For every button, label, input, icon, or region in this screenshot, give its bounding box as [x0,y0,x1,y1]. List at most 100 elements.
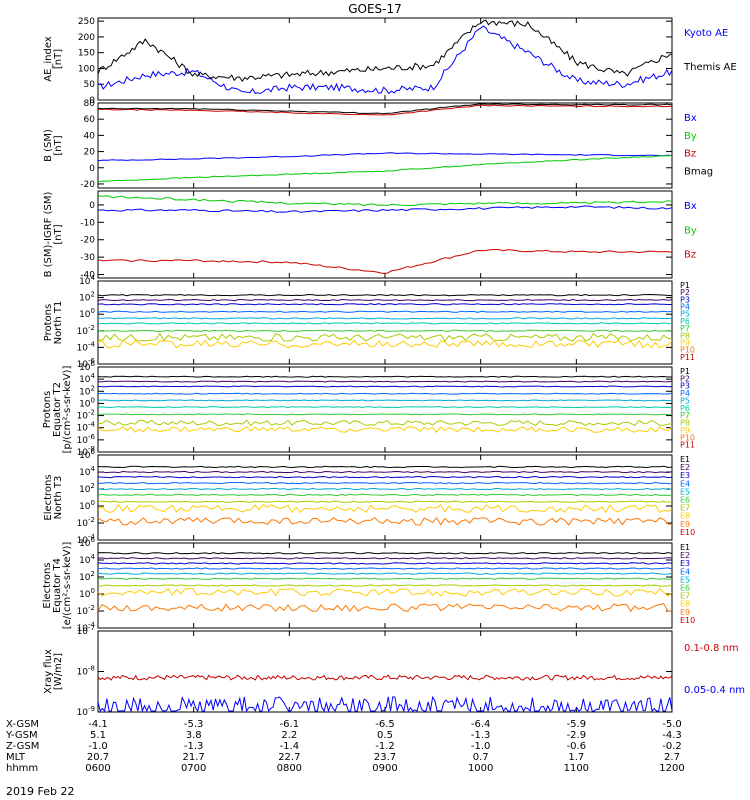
channel-label: P9 [680,338,690,347]
channel-line-e1 [97,465,673,469]
ephemeris-value: -5.0 [662,719,682,730]
channel-label: P3 [680,295,690,304]
channel-line-e3 [97,562,673,565]
ephemeris-value: -0.2 [662,741,682,752]
channel-line-p8 [97,332,673,342]
series-line-themis-ae [97,19,673,82]
y-axis-label: [W/m2] [53,653,64,690]
channel-label: P5 [680,396,690,405]
ephemeris-row-label: Y-GSM [5,730,38,741]
y-tick-label: 100 [79,307,95,320]
ephemeris-value: 2.7 [664,752,680,763]
y-tick-label: 0 [89,201,95,211]
legend-entry: Themis AE [683,62,737,73]
ephemeris-value: -1.0 [471,741,491,752]
y-tick-label: -20 [80,236,95,246]
legend-entry: By [684,225,697,236]
channel-label: E1 [680,543,690,552]
panel-8: Xray flux [W/m2] 10-9 10-8 10-7 0.1-0.8 nm 0.0… [43,624,745,718]
y-tick-label: 50 [84,80,96,90]
ephemeris-value: -5.9 [567,719,587,730]
y-tick-label: 10-9 [77,705,95,718]
channel-line-p8 [97,419,673,427]
legend-entry: Bz [684,250,696,261]
channel-label: P11 [680,353,695,362]
channel-label: E6 [680,496,690,505]
ephemeris-value: -1.2 [375,741,395,752]
channel-label: E5 [680,575,690,584]
channel-line-p4 [97,310,673,313]
ephemeris-value: 20.7 [87,752,109,763]
channel-line-e5 [97,487,673,491]
ephemeris-value: 1200 [659,763,684,774]
y-tick-label: 10-2 [77,604,95,617]
y-tick-label: 100 [78,64,95,74]
ephemeris-value: -4.3 [662,730,682,741]
channel-label: E10 [680,528,695,537]
panel-4: Protons North T1 10-6 10-4 10-2 100 102 104 P1P2… [43,274,695,370]
channel-line-p3 [97,385,673,388]
channel-label: P8 [680,331,690,340]
channel-label: P6 [680,404,690,413]
panel-frame [97,102,673,189]
y-axis-label: AE_index [43,36,54,82]
y-tick-label: 106 [79,448,95,461]
channel-line-e7 [97,500,673,503]
ephemeris-value: 3.8 [186,730,202,741]
series-line-xray [97,674,673,681]
channel-line-p5 [97,399,673,402]
y-axis-label: Xray flux [43,649,54,694]
channel-line-e8 [97,587,673,597]
y-tick-label: 106 [79,360,95,373]
y-axis-label: Electrons [42,562,53,608]
channel-label: P10 [680,346,695,355]
channel-line-e4 [97,567,673,570]
channel-label: P5 [680,310,690,319]
y-axis-label: Electrons [43,474,54,520]
channel-line-p1 [97,375,672,378]
ephemeris-value: -6.1 [280,719,300,730]
panel-frame [97,17,673,101]
ephemeris-value: 1000 [468,763,493,774]
channel-label: E2 [680,463,690,472]
channel-label: P4 [680,389,690,398]
y-tick-label: -30 [80,253,95,263]
ephemeris-row-label: X-GSM [6,719,39,730]
channel-label: P2 [680,288,690,297]
series-line-xray [97,695,673,713]
y-tick-label: 106 [79,536,95,549]
y-tick-label: 10-4 [77,340,96,353]
channel-label: P7 [680,411,690,420]
channel-line-p6 [97,406,673,409]
legend-entry: 0.05-0.4 nm [684,685,745,696]
channel-label: P1 [680,367,690,376]
y-tick-label: -20 [80,180,95,190]
ephemeris-value: 0800 [277,763,302,774]
channel-label: P8 [680,419,690,428]
y-axis-label: B (SM)-IGRF (SM) [43,192,54,278]
legend-entry: Bmag [684,166,713,177]
channel-line-e7 [97,584,673,587]
y-tick-label: 10-4 [77,533,96,546]
channel-line-p5 [97,317,673,320]
y-axis-label: Protons [42,391,53,428]
ephemeris-value: -1.3 [471,730,491,741]
legend-entry: Bz [684,149,696,160]
channel-label: E8 [680,600,690,609]
y-axis-label: North T3 [53,476,64,520]
channel-label: E5 [680,487,690,496]
channel-label: P3 [680,382,690,391]
panel-5: Protons Equator T2 [p/(cm²-s-sr-keV)] 10-81… [42,360,695,458]
channel-label: E4 [680,567,690,576]
y-axis-label: B (SM) [43,129,54,162]
panel-frame [97,630,673,713]
channel-line-e2 [97,470,673,474]
y-tick-label: 104 [79,274,95,287]
ephemeris-row-label: Z-GSM [6,741,39,752]
channel-line-p9 [97,426,673,433]
ephemeris-value: -5.3 [184,719,204,730]
y-axis-label: Protons [43,304,54,341]
ephemeris-row-label: MLT [6,752,26,763]
channel-line-e4 [97,481,672,485]
